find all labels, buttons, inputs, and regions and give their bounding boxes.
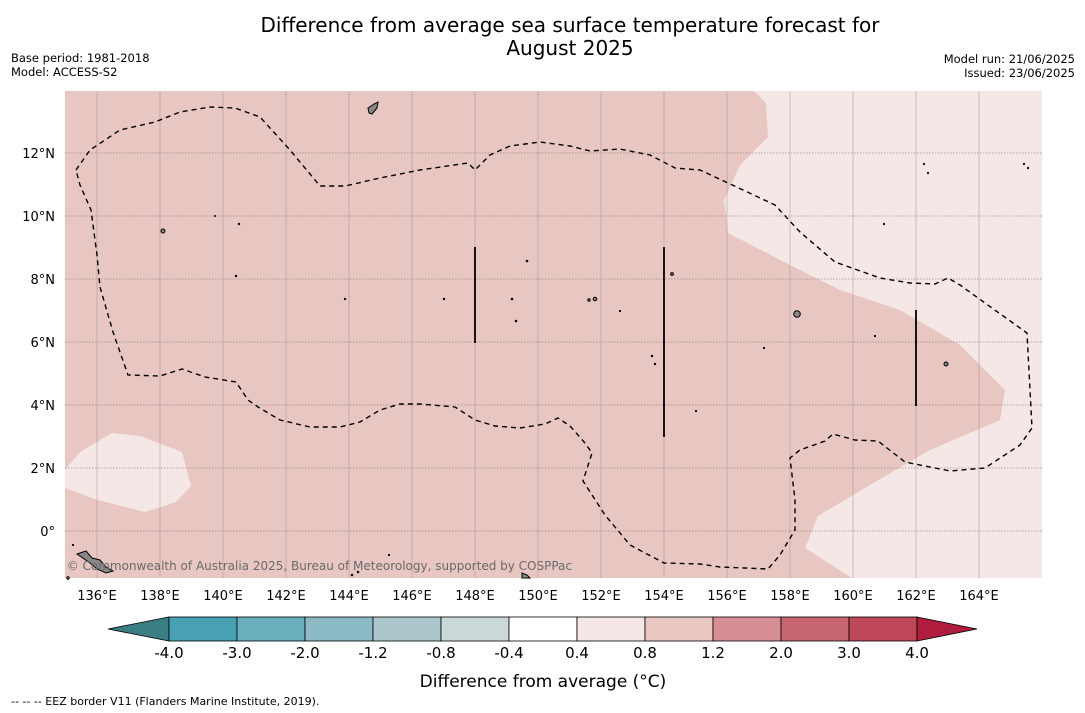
colorbar-tick-label: 3.0 — [837, 644, 861, 662]
colorbar-bins — [168, 616, 918, 642]
model-run-text: Model run: 21/06/2025 — [943, 52, 1075, 66]
lon-label-162E: 162°E — [896, 589, 936, 604]
colorbar-bin — [236, 616, 306, 642]
colorbar-over-extension — [916, 616, 978, 642]
latitude-gridlines — [65, 152, 1042, 532]
eez-border-palau-fsm-west — [75, 106, 1033, 570]
lat-label-4N: 4°N — [31, 399, 56, 414]
info-right: Model run: 21/06/2025 Issued: 23/06/2025 — [944, 52, 1075, 80]
colorbar-tick-label: -2.0 — [290, 644, 319, 662]
colorbar-bin — [780, 616, 850, 642]
colorbar-tick-label: 2.0 — [769, 644, 793, 662]
colorbar-bin — [848, 616, 918, 642]
colorbar-tick-label: -3.0 — [222, 644, 251, 662]
lon-label-144E: 144°E — [329, 589, 369, 604]
colorbar-bin — [440, 616, 510, 642]
info-left: Base period: 1981-2018 Model: ACCESS-S2 — [11, 51, 150, 79]
model-text: Model: ACCESS-S2 — [11, 65, 118, 79]
lon-label-158E: 158°E — [770, 589, 810, 604]
colorbar-under-extension — [107, 616, 170, 642]
lon-label-142E: 142°E — [266, 589, 306, 604]
lon-label-146E: 146°E — [392, 589, 432, 604]
anomaly-band-0.4-0.8-east — [724, 91, 1042, 578]
lon-label-148E: 148°E — [455, 589, 495, 604]
lon-label-164E: 164°E — [959, 589, 999, 604]
map-title-line2: August 2025 — [506, 36, 634, 60]
latitude-axis-labels: 12°N 10°N 8°N 6°N 4°N 2°N 0° — [22, 147, 55, 540]
base-period-text: Base period: 1981-2018 — [11, 51, 150, 65]
colorbar-bin — [644, 616, 714, 642]
map-title-line1: Difference from average sea surface temp… — [260, 13, 880, 37]
colorbar-bin — [168, 616, 238, 642]
boundary-lines — [474, 247, 917, 437]
lon-label-154E: 154°E — [644, 589, 684, 604]
lon-label-136E: 136°E — [77, 589, 117, 604]
lon-label-160E: 160°E — [833, 589, 873, 604]
longitude-gridlines — [96, 91, 980, 578]
lat-label-6N: 6°N — [31, 336, 56, 351]
map-panel: © Commonwealth of Australia 2025, Bureau… — [65, 91, 1042, 580]
colorbar-bin — [304, 616, 374, 642]
colorbar: -4.0 -3.0 -2.0 -1.2 -0.8 -0.4 0.4 0.8 1.2 2.0 3.0 4… — [107, 616, 978, 692]
issued-text: Issued: 23/06/2025 — [964, 66, 1075, 80]
lat-label-10N: 10°N — [22, 210, 55, 225]
colorbar-tick-label: -0.4 — [494, 644, 523, 662]
map-title: Difference from average sea surface temp… — [170, 14, 970, 60]
lon-label-156E: 156°E — [707, 589, 747, 604]
lat-label-0: 0° — [40, 525, 55, 540]
map-credit: © Commonwealth of Australia 2025, Bureau… — [67, 559, 572, 573]
colorbar-bin — [576, 616, 646, 642]
lon-label-152E: 152°E — [581, 589, 621, 604]
colorbar-tick-labels: -4.0 -3.0 -2.0 -1.2 -0.8 -0.4 0.4 0.8 1.2 2.0 3.0 4… — [154, 644, 929, 662]
colorbar-bin — [712, 616, 782, 642]
lat-label-2N: 2°N — [31, 462, 56, 477]
lon-label-138E: 138°E — [140, 589, 180, 604]
colorbar-bin — [508, 616, 578, 642]
lon-label-150E: 150°E — [518, 589, 558, 604]
colorbar-tick-label: 1.2 — [701, 644, 725, 662]
eez-legend-note: -- -- -- EEZ border V11 (Flanders Marine… — [11, 695, 320, 708]
colorbar-tick-label: 0.4 — [565, 644, 589, 662]
lon-label-140E: 140°E — [203, 589, 243, 604]
colorbar-label: Difference from average (°C) — [420, 672, 667, 692]
colorbar-tick-label: -0.8 — [426, 644, 455, 662]
colorbar-tick-label: 4.0 — [905, 644, 929, 662]
colorbar-tick-label: -4.0 — [154, 644, 183, 662]
colorbar-tick-label: -1.2 — [358, 644, 387, 662]
lat-label-8N: 8°N — [31, 273, 56, 288]
colorbar-tick-label: 0.8 — [633, 644, 657, 662]
eez-borders — [75, 106, 1033, 570]
longitude-axis-labels: 136°E 138°E 140°E 142°E 144°E 146°E 148°… — [77, 589, 999, 604]
lat-label-12N: 12°N — [22, 147, 55, 162]
anomaly-band-0.4-0.8-west — [65, 433, 191, 512]
islands — [66, 101, 1030, 580]
colorbar-bin — [372, 616, 442, 642]
